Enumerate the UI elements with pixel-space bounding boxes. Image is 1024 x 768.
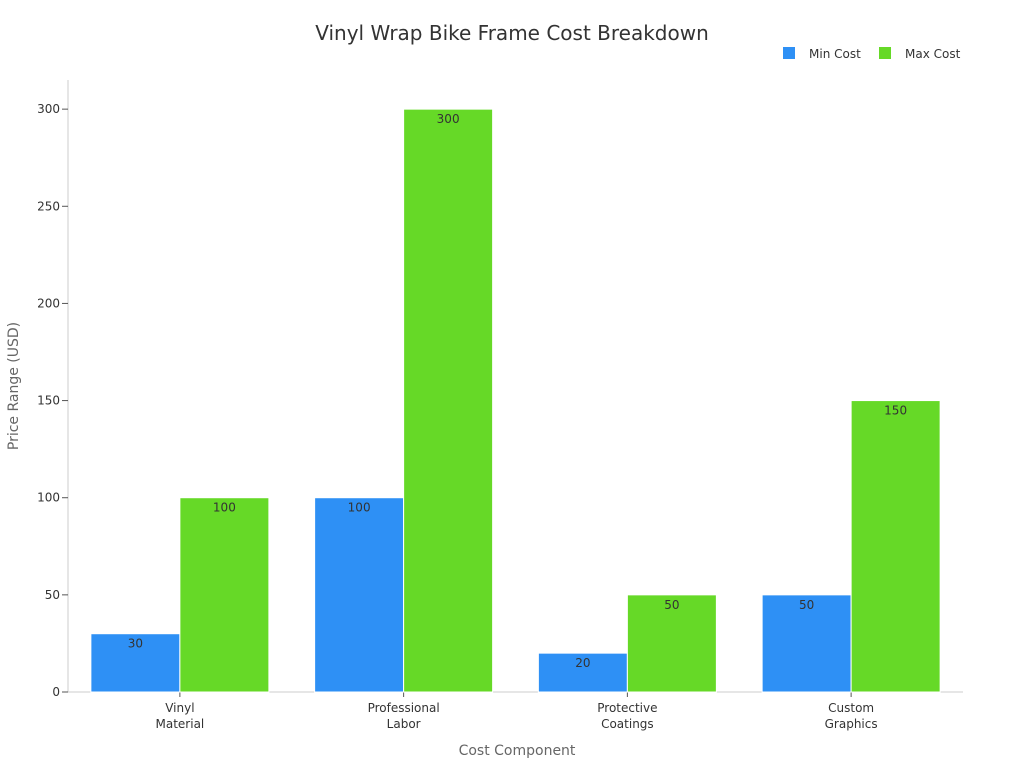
data-label: 300	[437, 112, 460, 126]
data-label: 30	[128, 637, 143, 651]
bar-max-cost-3	[850, 400, 941, 693]
bar-min-cost-2	[537, 652, 628, 693]
x-tick-label: Graphics	[825, 717, 878, 731]
x-tick-label: Professional	[368, 701, 440, 715]
data-label: 150	[884, 404, 907, 418]
y-tick-label: 300	[37, 102, 60, 116]
x-axis-title: Cost Component	[459, 743, 576, 759]
bar-max-cost-2	[626, 594, 717, 693]
data-label: 100	[348, 501, 371, 515]
data-label: 100	[213, 501, 236, 515]
x-tick-label: Coatings	[601, 717, 654, 731]
y-tick-label: 100	[37, 491, 60, 505]
y-axis-title: Price Range (USD)	[6, 322, 22, 450]
x-tick-label: Protective	[597, 701, 657, 715]
data-labels: 30 100 100 300 20 50 50 150	[128, 112, 907, 670]
x-tick-label: Labor	[387, 717, 421, 731]
legend-label: Min Cost	[809, 47, 861, 61]
data-label: 20	[575, 656, 590, 670]
legend-label: Max Cost	[905, 47, 961, 61]
bar-min-cost-1	[314, 497, 405, 693]
bar-max-cost-1	[403, 108, 494, 693]
data-label: 50	[664, 598, 679, 612]
y-axis: 0 50 100 150 200 250 300	[37, 80, 69, 699]
legend: Min Cost Max Cost	[783, 47, 961, 61]
chart-title: Vinyl Wrap Bike Frame Cost Breakdown	[315, 21, 709, 45]
x-tick-label: Custom	[828, 701, 874, 715]
y-tick-label: 200	[37, 296, 60, 310]
y-tick-label: 150	[37, 394, 60, 408]
legend-swatch	[783, 47, 795, 59]
bars	[90, 108, 941, 693]
legend-swatch	[879, 47, 891, 59]
y-tick-label: 0	[52, 685, 60, 699]
data-label: 50	[799, 598, 814, 612]
x-axis: Vinyl Material Professional Labor Protective…	[68, 691, 963, 731]
bar-min-cost-0	[90, 633, 181, 693]
x-tick-label: Material	[156, 717, 205, 731]
bar-max-cost-0	[179, 497, 270, 693]
x-tick-label: Vinyl	[165, 701, 194, 715]
bar-min-cost-3	[761, 594, 852, 693]
y-tick-label: 50	[45, 588, 60, 602]
y-tick-label: 250	[37, 199, 60, 213]
